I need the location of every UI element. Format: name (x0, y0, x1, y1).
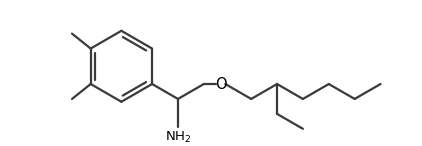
Text: $\mathregular{NH_2}$: $\mathregular{NH_2}$ (165, 130, 192, 145)
Text: O: O (215, 77, 227, 92)
